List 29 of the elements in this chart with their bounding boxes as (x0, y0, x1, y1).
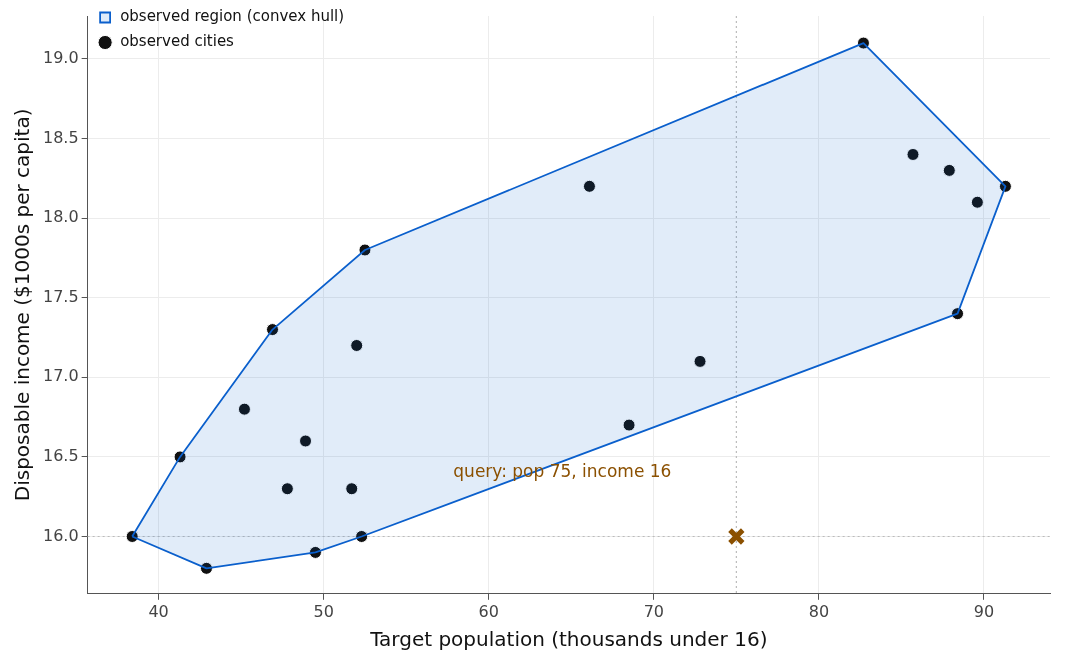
y-tick-label: 17.5 (43, 286, 79, 306)
x-tick-label: 60 (478, 601, 499, 621)
point (942, 163, 956, 177)
point (582, 179, 596, 193)
x-tick-label: 80 (808, 601, 830, 621)
legend-label: observed cities (120, 32, 235, 51)
x-tick-label: 70 (643, 601, 664, 621)
point (970, 195, 984, 209)
point (280, 482, 294, 496)
y-tick-label: 16.5 (43, 446, 79, 466)
point (622, 418, 636, 432)
y-tick-label: 18.0 (43, 207, 79, 227)
x-axis-title: Target population (thousands under 16) (369, 627, 768, 652)
y-tick-label: 16.0 (43, 525, 79, 545)
point (299, 434, 313, 448)
point (906, 147, 920, 161)
y-tick-label: 17.0 (43, 366, 79, 386)
y-tick-label: 18.5 (43, 127, 79, 147)
point (350, 338, 364, 352)
y-axis-title: Disposable income ($1000s per capita) (10, 108, 35, 502)
point (693, 354, 707, 368)
x-tick-label: 40 (148, 601, 169, 621)
point (237, 402, 251, 416)
x-tick-label: 50 (313, 601, 334, 621)
point (727, 527, 746, 546)
point (345, 482, 359, 496)
x-tick-label: 90 (973, 601, 995, 621)
legend-label: observed region (convex hull) (120, 7, 345, 26)
y-tick-label: 19.0 (43, 48, 79, 68)
